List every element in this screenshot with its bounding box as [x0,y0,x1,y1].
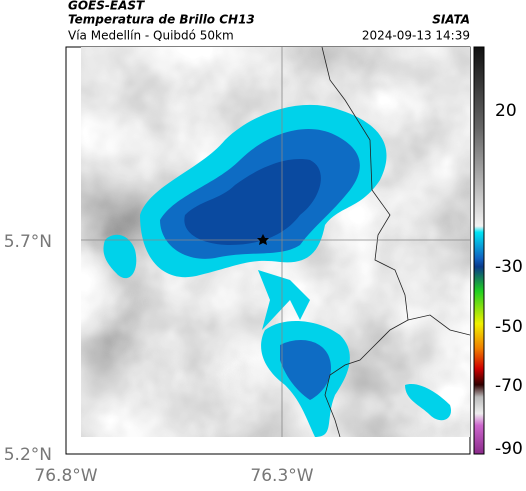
colorbar-label: -50 [495,317,523,337]
colorbar-label: -90 [495,439,523,459]
source-label: SIATA [432,13,470,27]
datetime-label: 2024-09-13 14:39 [362,29,470,43]
lat-label: 5.2°N [4,445,52,465]
product-title: Temperatura de Brillo CH13 [68,13,255,27]
cold-cloud-core [280,340,331,400]
satellite-name: GOES-EAST [68,0,145,13]
city-marker [257,234,269,245]
location-subtitle: Vía Medellín - Quibdó 50km [68,29,234,43]
cold-cloud [258,270,310,330]
lon-label: 76.3°W [250,466,313,486]
cold-cloud-core [184,159,321,245]
colorbar-label: -70 [495,376,523,396]
border-line [407,314,470,336]
colorbar-label: -30 [495,257,523,277]
lat-label: 5.7°N [4,232,52,252]
cold-cloud [103,234,137,279]
lon-label: 76.8°W [34,466,97,486]
colorbar-label: 20 [495,101,517,121]
colorbar [473,46,485,455]
cold-cloud [405,384,451,421]
satellite-image [81,47,470,437]
border-line [321,47,409,437]
